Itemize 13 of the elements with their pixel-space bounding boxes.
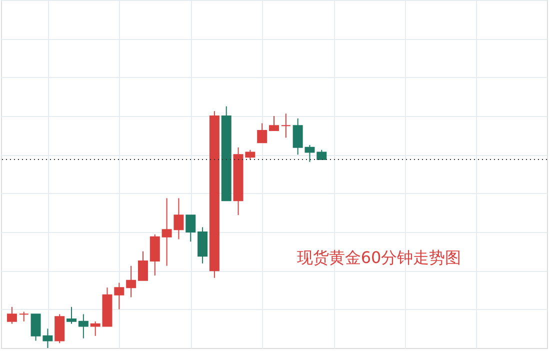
candlestick xyxy=(6,306,17,324)
candlestick xyxy=(126,265,136,298)
candlestick xyxy=(280,113,291,138)
candlestick xyxy=(269,116,279,131)
annotation: 现货黄金60分钟走势图 xyxy=(296,248,462,267)
candlestick xyxy=(114,282,124,310)
candlestick xyxy=(316,149,327,160)
candlestick xyxy=(138,250,148,281)
candlestick xyxy=(186,214,196,242)
candlestick xyxy=(66,306,77,324)
candlestick xyxy=(78,314,88,339)
candlestick xyxy=(18,311,29,322)
candlestick xyxy=(257,122,268,144)
